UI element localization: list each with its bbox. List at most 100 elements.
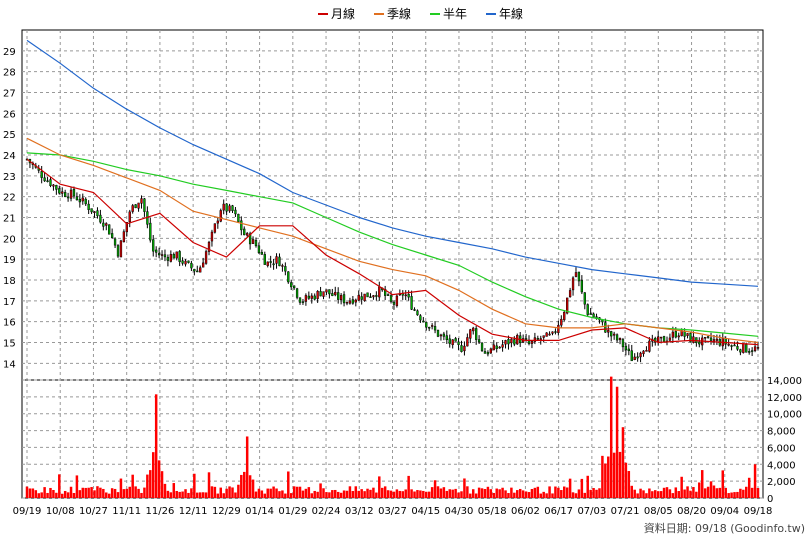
legend-label: 季線 xyxy=(387,6,411,21)
candle-body xyxy=(143,198,146,212)
volume-bar xyxy=(278,491,281,498)
volume-bar xyxy=(225,488,228,498)
volume-bar xyxy=(677,491,680,498)
volume-bar xyxy=(536,486,540,498)
axis-labels: 14 15 16 17 18 19 20 21 22 23 24 25 26 27 28 29 0 2,000 4,… xyxy=(3,47,802,517)
volume-bar xyxy=(577,489,581,498)
volume-bar xyxy=(78,490,82,498)
candle-body xyxy=(492,344,495,351)
candle-body xyxy=(322,291,325,297)
date-tick-label: 09/04 xyxy=(710,506,739,517)
volume-bar xyxy=(84,487,87,498)
volume-bar xyxy=(245,436,249,498)
candle-body xyxy=(712,339,716,342)
volume-bar xyxy=(510,487,513,498)
volume-bar xyxy=(287,471,290,498)
volume-bar xyxy=(72,492,76,498)
candle-body xyxy=(46,180,49,182)
candle-body xyxy=(116,245,120,257)
volume-bar xyxy=(483,488,487,498)
volume-bar xyxy=(454,488,457,498)
candle-body xyxy=(659,336,663,339)
candle-body xyxy=(108,224,111,235)
volume-bar xyxy=(298,486,302,498)
volume-bar xyxy=(651,491,654,498)
candle-body xyxy=(639,352,642,358)
candle-body xyxy=(351,299,355,304)
volume-bar xyxy=(586,475,589,498)
price-tick-label: 17 xyxy=(3,297,16,308)
candle-body xyxy=(568,290,572,298)
candle-body xyxy=(577,271,581,282)
volume-bar xyxy=(480,488,484,498)
volume-bar xyxy=(427,491,431,498)
volume-bar xyxy=(659,491,663,498)
volume-bar xyxy=(580,478,584,498)
volume-bar xyxy=(354,486,358,498)
candle-body xyxy=(677,335,680,338)
legend-label: 半年 xyxy=(443,7,467,21)
price-tick-label: 16 xyxy=(3,318,16,329)
ma-line-月線 xyxy=(26,158,759,346)
volume-bar xyxy=(698,482,701,498)
volume-bar xyxy=(389,490,393,498)
candle-body xyxy=(110,233,114,239)
candle-body xyxy=(105,223,108,226)
candle-body xyxy=(475,328,478,340)
volume-bar xyxy=(560,490,563,498)
volume-bar xyxy=(733,492,736,498)
volume-bar xyxy=(383,486,387,498)
volume-bar xyxy=(228,486,231,498)
volume-bar xyxy=(516,490,519,498)
candle-body xyxy=(624,345,628,351)
volume-bars xyxy=(25,376,760,498)
candle-body xyxy=(489,348,493,354)
volume-bar xyxy=(160,471,164,498)
volume-bar xyxy=(674,487,678,498)
volume-bar xyxy=(295,486,299,498)
volume-bar xyxy=(272,486,275,498)
volume-bar xyxy=(574,493,578,498)
candle-body xyxy=(137,202,140,209)
volume-bar xyxy=(683,489,686,498)
candle-body xyxy=(671,331,675,338)
volume-bar xyxy=(172,483,176,498)
candle-body xyxy=(504,340,507,345)
volume-bar xyxy=(25,486,29,498)
candle-body xyxy=(469,329,472,339)
volume-bar xyxy=(63,490,67,498)
volume-bar xyxy=(116,492,120,498)
candle-body xyxy=(204,251,208,264)
volume-bar xyxy=(128,486,131,498)
volume-bar xyxy=(668,489,672,498)
candle-body xyxy=(316,291,319,299)
volume-bar xyxy=(604,463,607,498)
candle-body xyxy=(457,341,460,345)
volume-bar xyxy=(52,489,55,498)
volume-bar xyxy=(137,488,140,498)
volume-bar xyxy=(204,492,208,498)
volume-bar xyxy=(686,486,689,498)
candle-body xyxy=(683,331,686,337)
volume-bar xyxy=(571,492,575,498)
volume-bar xyxy=(193,473,196,498)
candle-body xyxy=(307,295,310,299)
date-tick-label: 12/11 xyxy=(179,506,208,517)
candle-body xyxy=(78,198,81,203)
candle-body xyxy=(542,335,545,338)
data-source-footer: 資料日期: 09/18 (Goodinfo.tw) xyxy=(644,521,805,535)
candle-body xyxy=(498,346,501,349)
volume-bar xyxy=(422,490,425,498)
candle-body xyxy=(416,310,419,316)
candle-body xyxy=(413,309,416,311)
volume-bar xyxy=(530,488,534,498)
date-tick-label: 08/20 xyxy=(677,506,706,517)
volume-bar xyxy=(507,493,510,498)
volume-bar xyxy=(281,490,284,498)
candle-body xyxy=(612,333,616,336)
volume-tick-label: 10,000 xyxy=(767,410,802,421)
price-tick-label: 22 xyxy=(3,193,16,204)
volume-bar xyxy=(630,485,634,498)
candle-body xyxy=(419,315,422,321)
